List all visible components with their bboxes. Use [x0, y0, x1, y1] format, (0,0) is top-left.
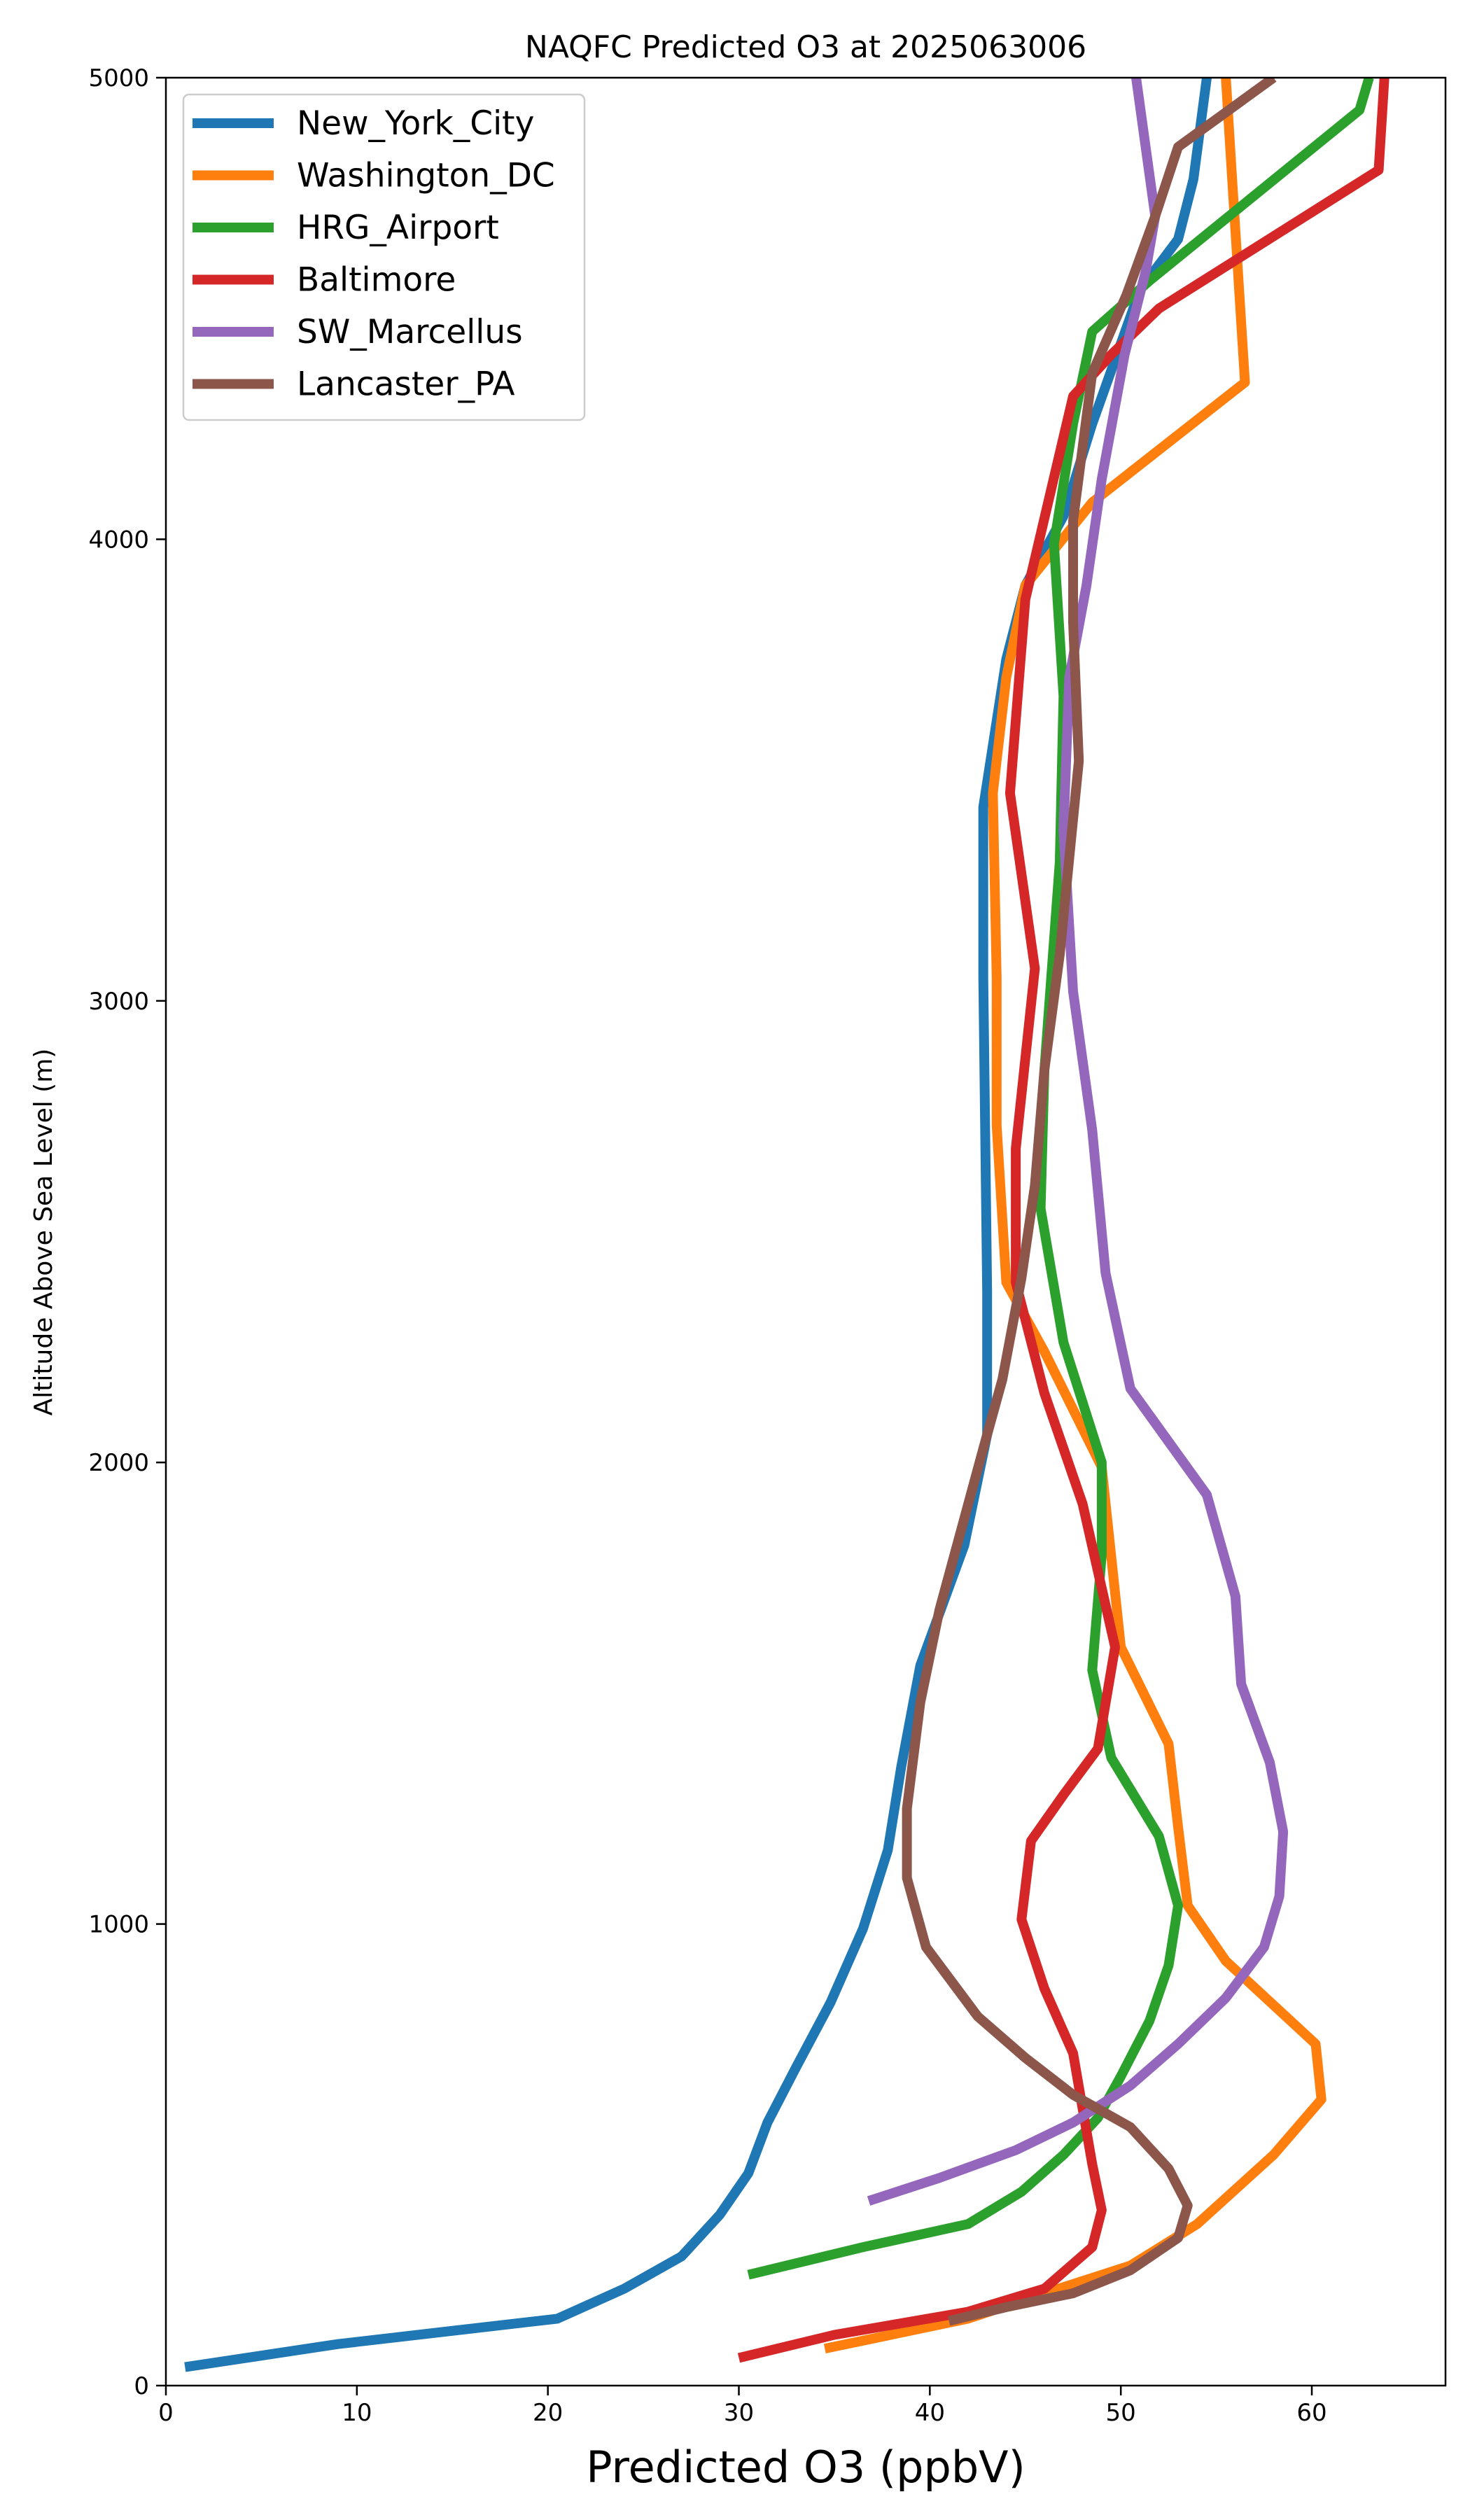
y-tick-label: 4000 [88, 526, 149, 554]
series-line-hrg-airport [747, 78, 1374, 2280]
x-tick-label: 40 [915, 2399, 945, 2427]
x-tick-label: 50 [1106, 2399, 1136, 2427]
x-axis: 0 10 20 30 40 50 60 [158, 2386, 1327, 2427]
x-axis-label: Predicted O3 (ppbV) [586, 2442, 1026, 2493]
legend-label-lancaster-pa: Lancaster_PA [297, 365, 515, 404]
legend-label-sw-marcellus: SW_Marcellus [297, 313, 523, 351]
y-axis-label: Altitude Above Sea Level (m) [29, 1049, 58, 1416]
legend: New_York_City Washington_DC HRG_Airport Bal… [182, 93, 586, 421]
y-axis: 0 1000 2000 3000 4000 5000 [88, 64, 166, 2400]
y-tick-label: 0 [134, 2372, 149, 2400]
series-line-lancaster-pa [902, 78, 1277, 2326]
x-tick-label: 60 [1296, 2399, 1326, 2427]
series-line-baltimore [737, 78, 1390, 2363]
y-tick-label: 5000 [88, 64, 149, 92]
series-layer [184, 78, 1390, 2372]
legend-label-new-york-city: New_York_City [297, 104, 534, 143]
x-tick-label: 30 [724, 2399, 754, 2427]
x-tick-label: 20 [533, 2399, 563, 2427]
y-tick-label: 1000 [88, 1911, 149, 1939]
y-tick-label: 3000 [88, 988, 149, 1016]
legend-label-washington-dc: Washington_DC [297, 157, 555, 195]
chart-title: NAQFC Predicted O3 at 2025063006 [525, 29, 1086, 65]
series-line-sw-marcellus [867, 78, 1289, 2206]
legend-label-hrg-airport: HRG_Airport [297, 209, 499, 247]
legend-box [182, 93, 586, 421]
plot-frame [164, 76, 1447, 2387]
y-tick-label: 2000 [88, 1449, 149, 1477]
x-tick-label: 0 [158, 2399, 174, 2427]
legend-label-baltimore: Baltimore [297, 261, 456, 300]
x-tick-label: 10 [342, 2399, 372, 2427]
